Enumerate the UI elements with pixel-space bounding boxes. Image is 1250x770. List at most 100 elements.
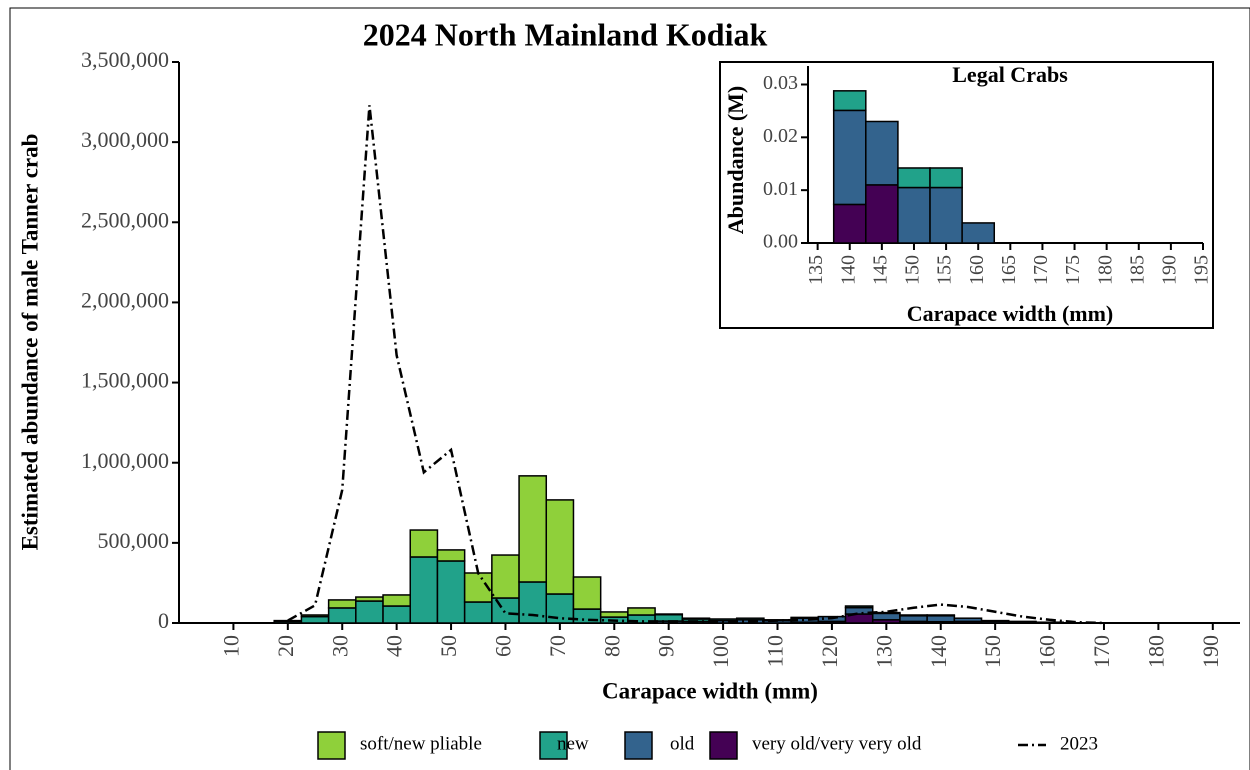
bar-segment [899, 614, 928, 617]
x-tick-label: 190 [1158, 255, 1180, 285]
bar-segment [436, 560, 466, 624]
bar-segment [844, 605, 874, 609]
inset-title: Legal Crabs [952, 62, 1068, 87]
x-tick-label: 140 [926, 635, 951, 668]
bar-segment [871, 612, 901, 621]
bar-segment [929, 167, 963, 189]
x-tick-label: 10 [218, 635, 243, 657]
y-tick-label: 500,000 [98, 528, 170, 553]
bar-segment [832, 109, 867, 206]
bar-segment [409, 556, 439, 624]
bar-segment [899, 615, 928, 623]
x-tick-label: 150 [902, 255, 924, 285]
legend-swatch [317, 731, 346, 760]
y-tick-label: 1,000,000 [81, 448, 169, 473]
x-tick-label: 155 [934, 255, 956, 285]
bar-segment [327, 607, 357, 624]
x-axis-label: Carapace width (mm) [602, 678, 818, 703]
x-tick-label: 170 [1089, 635, 1114, 668]
legend-swatch [709, 731, 738, 760]
bar-segment [627, 607, 656, 616]
bar-segment [897, 186, 931, 244]
x-tick-label: 20 [273, 635, 298, 657]
frame [9, 7, 1250, 770]
y-tick-label: 3,000,000 [81, 127, 169, 152]
inset-x-label: Carapace width (mm) [907, 301, 1114, 326]
bar-segment [518, 475, 548, 583]
y-tick-label: 3,500,000 [81, 47, 169, 72]
bar-segment [436, 549, 466, 562]
x-tick-label: 165 [998, 255, 1020, 285]
x-tick-label: 135 [805, 255, 827, 285]
chart-title: 2024 North Mainland Kodiak [363, 16, 768, 52]
legend-label: soft/new pliable [360, 733, 482, 754]
bar-segment [926, 615, 956, 623]
x-tick-label: 100 [708, 635, 733, 668]
bar-segment [463, 601, 493, 624]
x-tick-label: 185 [1126, 255, 1148, 285]
x-tick-label: 110 [763, 635, 788, 667]
x-tick-label: 160 [1035, 635, 1060, 668]
x-tick-label: 195 [1191, 255, 1213, 285]
bar-segment [300, 614, 330, 618]
x-tick-label: 30 [327, 635, 352, 657]
y-tick-label: 0.01 [763, 178, 798, 200]
x-tick-label: 80 [599, 635, 624, 657]
bar-segment [355, 596, 384, 602]
y-tick-label: 0.03 [763, 72, 798, 94]
bar-segment [735, 617, 765, 621]
line-series [287, 105, 1105, 625]
legend-swatch [539, 731, 568, 760]
bar-segment [491, 554, 520, 599]
inset-y-label: Abundance (M) [723, 86, 748, 235]
legend-label: very old/very very old [752, 733, 922, 754]
x-tick-label: 145 [869, 255, 891, 285]
bar-segment [953, 617, 983, 623]
x-tick-label: 70 [545, 635, 570, 657]
bar-segment [491, 597, 520, 624]
x-tick-label: 90 [654, 635, 679, 657]
bar-segment [355, 600, 384, 624]
bar-segment [1035, 621, 1064, 624]
legend-label: 2023 [1060, 733, 1098, 754]
legend-swatch [624, 731, 653, 760]
x-tick-label: 50 [436, 635, 461, 657]
y-axis-label: Estimated abundance of male Tanner crab [17, 134, 42, 551]
bar-segment [865, 120, 899, 186]
y-tick-label: 0 [158, 608, 169, 633]
x-tick-label: 160 [966, 255, 988, 285]
y-tick-label: 1,500,000 [81, 368, 169, 393]
bar-segment [382, 594, 411, 607]
bar-segment [327, 599, 357, 609]
bar-segment [273, 619, 303, 623]
bar-segment [961, 222, 996, 244]
bar-segment [599, 611, 629, 618]
x-tick-label: 130 [871, 635, 896, 668]
x-tick-label: 180 [1094, 255, 1116, 285]
x-tick-label: 60 [491, 635, 516, 657]
legend-label: new [557, 733, 589, 754]
x-tick-label: 175 [1062, 255, 1084, 285]
y-tick-label: 2,000,000 [81, 287, 169, 312]
x-tick-label: 140 [837, 255, 859, 285]
y-tick-label: 2,500,000 [81, 207, 169, 232]
bar-segment [832, 203, 867, 244]
x-tick-label: 120 [817, 635, 842, 668]
x-tick-label: 180 [1143, 635, 1168, 668]
bar-segment [545, 499, 575, 595]
bar-segment [926, 614, 956, 617]
bar-segment [654, 613, 684, 622]
bar-segment [929, 186, 963, 244]
bar-segment [681, 617, 711, 620]
bar-segment [897, 167, 931, 189]
x-tick-label: 150 [980, 635, 1005, 668]
y-tick-label: 0.02 [763, 125, 798, 147]
bar-segment [300, 615, 330, 624]
bar-segment [654, 613, 684, 616]
x-tick-label: 40 [382, 635, 407, 657]
bar-segment [409, 529, 439, 558]
bar-segment [832, 90, 867, 112]
y-tick-label: 0.00 [763, 231, 798, 253]
